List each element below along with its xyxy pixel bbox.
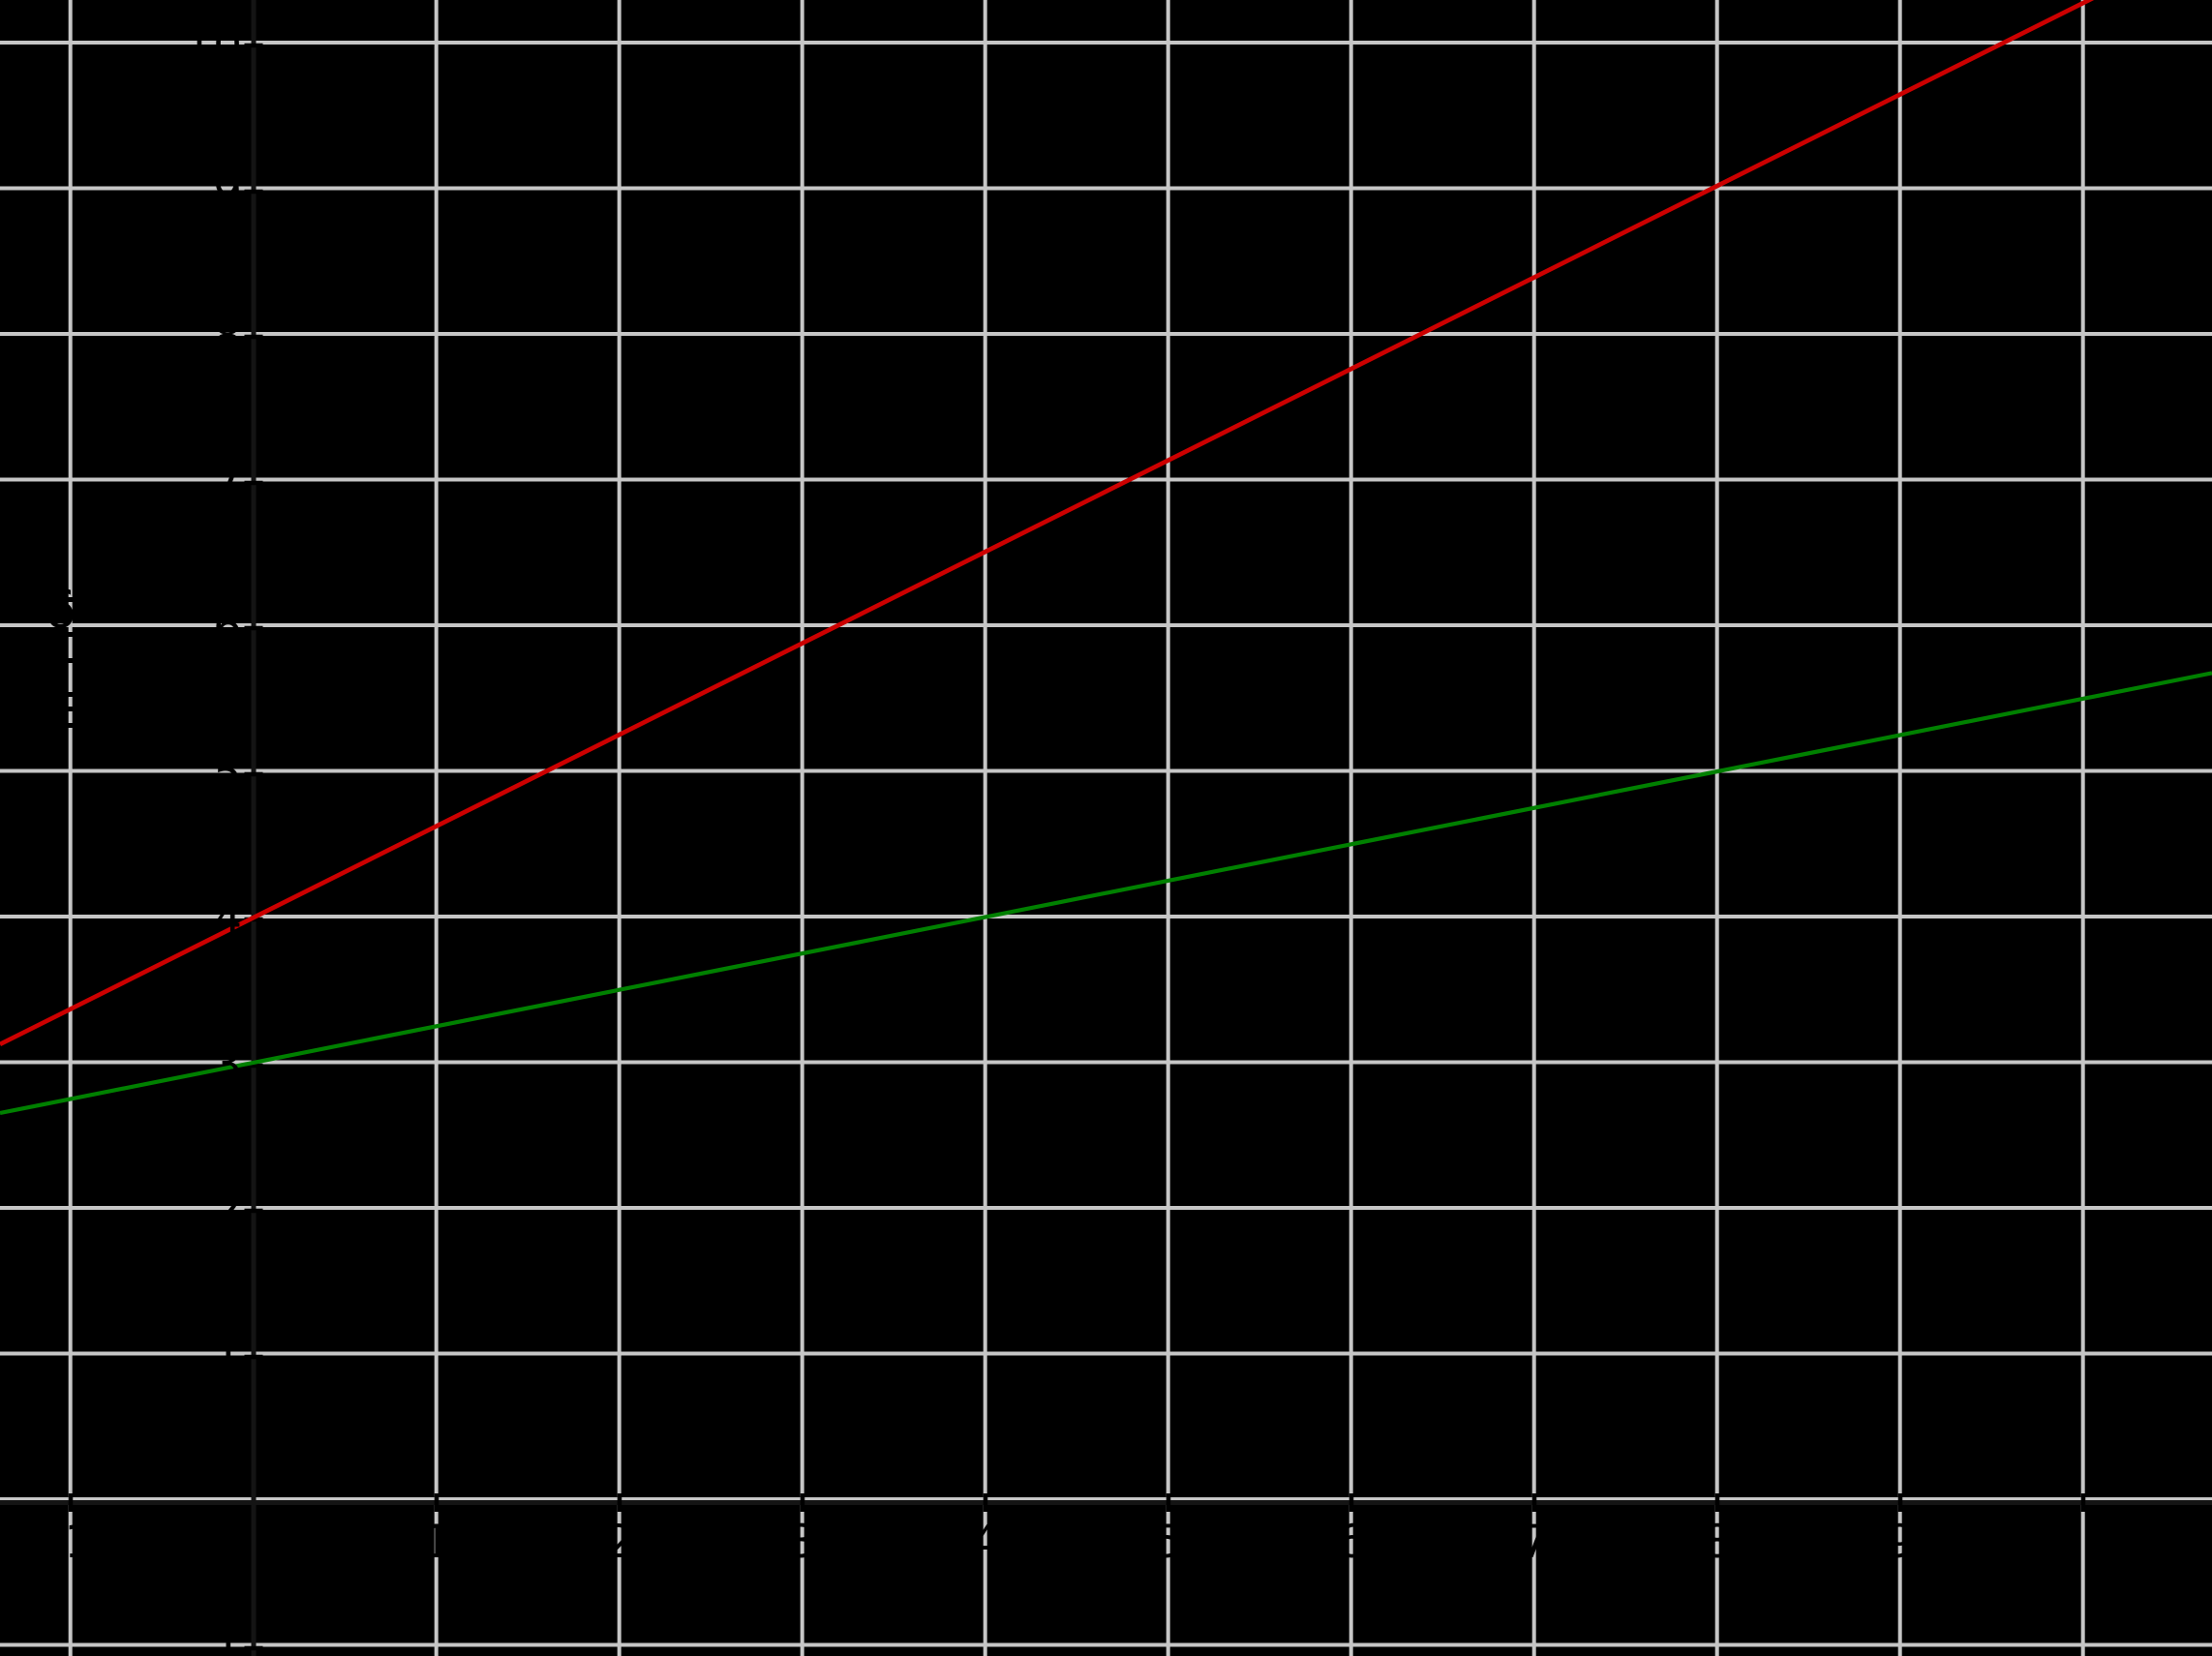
x-tick-label: -1 [47, 1516, 94, 1569]
y-tick-label: 8 [213, 310, 242, 364]
y-axis-tick [244, 189, 263, 195]
x-tick-label: 1 [422, 1516, 451, 1569]
y-tick-label: 7 [213, 456, 242, 510]
x-axis-tick [2080, 1493, 2086, 1512]
x-axis-tick [800, 1493, 805, 1512]
y-tick-label: 1 [213, 1330, 242, 1384]
x-axis-tick [1166, 1493, 1171, 1512]
black-dash-fragment [67, 692, 74, 697]
x-tick-label: 8 [1703, 1516, 1732, 1569]
artifact-layer [67, 597, 74, 728]
x-tick-label: 3 [788, 1516, 817, 1569]
edge-partial-label: 6 [43, 579, 76, 640]
x-tick-label: 2 [605, 1516, 634, 1569]
y-tick-label: 10 [184, 18, 242, 73]
y-tick-label: 2 [213, 1184, 242, 1238]
x-tick-label: 7 [1520, 1516, 1549, 1569]
x-tick-label: 4 [971, 1516, 1000, 1569]
black-dash-fragment [67, 610, 74, 615]
y-axis-tick [244, 43, 263, 48]
y-axis-tick [244, 625, 263, 631]
green-line [0, 671, 2212, 1116]
black-dash-fragment [67, 658, 74, 663]
x-axis-tick [1531, 1493, 1537, 1512]
y-axis-tick [244, 771, 263, 777]
x-axis-tick [983, 1493, 988, 1512]
x-tick-label: 6 [1337, 1516, 1366, 1569]
y-axis-tick [244, 1354, 263, 1360]
y-tick-label: 4 [213, 892, 242, 947]
x-axis-tick [434, 1493, 439, 1512]
y-axis-tick [244, 1645, 263, 1651]
x-tick-label: 10 [2054, 1516, 2112, 1569]
y-axis-tick [244, 480, 263, 486]
x-axis-tick [68, 1493, 74, 1512]
y-tick-label: 5 [213, 747, 242, 801]
x-tick-label: 5 [1154, 1516, 1183, 1569]
black-dash-fragment [67, 707, 74, 711]
x-axis-tick [1714, 1493, 1720, 1512]
red-line [0, 0, 2095, 1047]
x-axis-tick [617, 1493, 622, 1512]
y-tick-label: 9 [213, 165, 242, 219]
y-axis-tick [244, 1063, 263, 1069]
series-layer [0, 0, 2212, 1116]
x-axis-tick [1897, 1493, 1903, 1512]
x-tick-label: 9 [1886, 1516, 1915, 1569]
black-dash-fragment [67, 597, 74, 602]
y-axis-tick [244, 334, 263, 340]
y-tick-label: -1 [197, 1621, 242, 1656]
black-dash-fragment [67, 723, 74, 728]
ticks-layer [68, 43, 2086, 1651]
y-tick-label: 3 [213, 1039, 242, 1093]
y-axis-tick [244, 1208, 263, 1214]
black-dash-fragment [67, 632, 74, 637]
x-axis-tick [1348, 1493, 1354, 1512]
y-tick-label: 6 [213, 601, 242, 655]
